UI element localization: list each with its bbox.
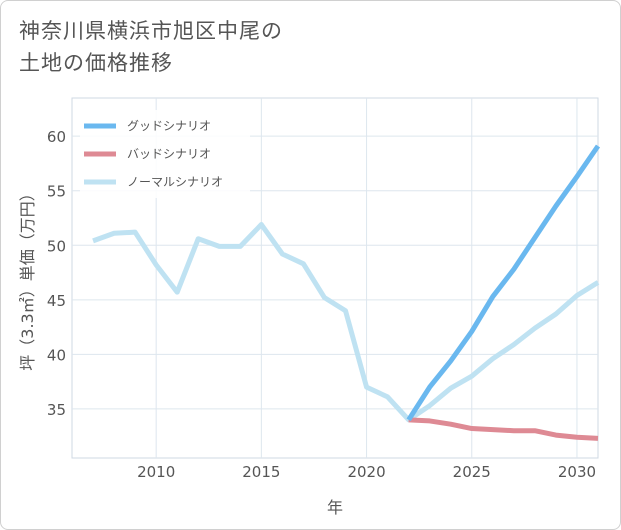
y-tick-labels: 35 40 45 50 55 60 — [47, 128, 66, 419]
y-axis-title: 坪（3.3㎡）単価（万円） — [18, 185, 37, 370]
y-tick-label: 35 — [47, 401, 66, 419]
y-tick-label: 55 — [47, 183, 66, 201]
chart-title-line-1: 神奈川県横浜市旭区中尾の — [19, 19, 283, 43]
series-lines — [92, 144, 601, 441]
series-line-0 — [406, 144, 601, 422]
x-axis-title: 年 — [327, 498, 343, 517]
series-line-2 — [92, 222, 600, 423]
legend-label: グッドシナリオ — [127, 119, 211, 133]
y-tick-label: 40 — [47, 346, 66, 364]
x-tick-label: 2015 — [242, 463, 280, 481]
legend-label: ノーマルシナリオ — [127, 175, 223, 189]
legend-label: バッドシナリオ — [127, 147, 211, 161]
x-tick-label: 2025 — [453, 463, 491, 481]
y-tick-label: 60 — [47, 128, 66, 146]
x-tick-labels: 2010 2015 2020 2025 2030 — [137, 463, 596, 481]
chart-title-line-2: 土地の価格推移 — [19, 51, 173, 75]
x-tick-label: 2010 — [137, 463, 175, 481]
x-tick-label: 2020 — [347, 463, 385, 481]
y-tick-label: 45 — [47, 292, 66, 310]
grid-lines — [72, 98, 598, 458]
series-line-1 — [408, 417, 599, 441]
y-tick-label: 50 — [47, 237, 66, 255]
x-tick-label: 2030 — [558, 463, 596, 481]
chart-title: 神奈川県横浜市旭区中尾の 土地の価格推移 — [19, 15, 439, 79]
